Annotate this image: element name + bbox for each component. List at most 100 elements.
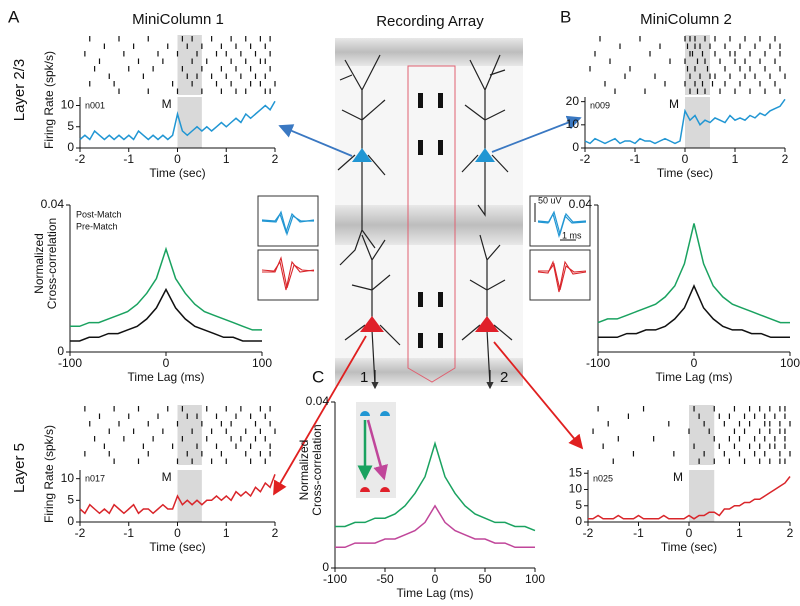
trace: [335, 440, 536, 532]
y-tick-label: 10: [566, 117, 580, 131]
x-tick-label: 100: [780, 356, 800, 370]
stimulus-shade: [685, 35, 710, 95]
y-tick-label: 20: [566, 94, 580, 108]
unit-label: n017: [85, 473, 105, 483]
panel-letter: B: [560, 7, 571, 26]
y-tick-label: 0: [572, 140, 579, 154]
x-tick-label: 1: [736, 526, 743, 540]
x-axis-label: Time Lag (ms): [128, 370, 205, 384]
trace: [598, 284, 790, 339]
panel: [84, 405, 276, 465]
trace: [79, 100, 276, 141]
x-tick-label: 2: [787, 526, 794, 540]
x-axis-label: Time Lag (ms): [656, 370, 733, 384]
y-tick-label: 10: [61, 98, 75, 112]
x-axis-label: Time (sec): [657, 166, 713, 180]
y-axis-label: Normalized: [32, 233, 46, 294]
panel: 0 0.04 -100 -50 0 50 100 Time Lag (ms) Normalize…: [297, 394, 545, 600]
panel: 0.04 -100 0 100 Time Lag (ms): [569, 197, 800, 384]
x-axis-label: Time (sec): [149, 540, 205, 554]
stimulus-shade: [177, 470, 202, 522]
x-tick-label: 0: [682, 152, 689, 166]
connectivity-inset: [356, 402, 396, 498]
recording-array: [335, 38, 523, 390]
y-tick-label: 0: [322, 560, 329, 574]
y-tick-label: 0: [57, 344, 64, 358]
x-tick-label: -100: [323, 572, 347, 586]
stimulus-shade: [177, 405, 202, 465]
y-tick-label: 5: [67, 119, 74, 133]
y-axis-label: Normalized: [297, 440, 311, 501]
x-tick-label: 0: [163, 356, 170, 370]
scale-label: 1 ms: [562, 230, 582, 240]
panel: 0 5 10 -2 -1 0 1 2 Time (sec) Firing Rate (spk/s)…: [42, 425, 278, 554]
trace: [70, 287, 262, 342]
x-axis-label: Time (sec): [661, 540, 717, 554]
x-axis-label: Time (sec): [149, 166, 205, 180]
x-tick-label: 2: [272, 526, 279, 540]
x-tick-label: 100: [252, 356, 272, 370]
y-tick-label: 0.04: [306, 394, 330, 408]
x-tick-label: 100: [525, 572, 545, 586]
unit-label: n001: [85, 100, 105, 110]
trace: [335, 504, 535, 549]
scale-label: 50 uV: [538, 195, 562, 205]
x-tick-label: -1: [630, 152, 641, 166]
event-label: M: [673, 470, 683, 484]
y-tick-label: 5: [67, 493, 74, 507]
arrows: [273, 115, 584, 496]
x-tick-label: -2: [75, 526, 86, 540]
x-tick-label: -2: [583, 526, 594, 540]
x-tick-label: -2: [580, 152, 591, 166]
trace: [79, 474, 276, 515]
layer-label: Layer 5: [11, 443, 28, 493]
stimulus-shade: [689, 470, 715, 522]
x-tick-label: 2: [272, 152, 279, 166]
panel: [589, 35, 786, 95]
x-tick-label: 2: [782, 152, 789, 166]
y-tick-label: 0.04: [569, 197, 593, 211]
y-tick-label: 15: [569, 465, 583, 479]
x-tick-label: -1: [123, 526, 134, 540]
x-tick-label: 0: [174, 152, 181, 166]
x-tick-label: -1: [123, 152, 134, 166]
y-tick-label: 5: [575, 498, 582, 512]
stimulus-shade: [685, 97, 710, 148]
x-axis-label: Time Lag (ms): [397, 586, 474, 600]
x-tick-label: 50: [478, 572, 492, 586]
event-label: M: [162, 97, 172, 111]
trace: [70, 246, 262, 331]
panel: [592, 405, 791, 465]
panel: 0 5 10 -2 -1 0 1 2 Time (sec) Firing Rate (spk/s)…: [42, 51, 278, 180]
y-axis-label: Cross-correlation: [45, 218, 59, 309]
x-tick-label: 1: [732, 152, 739, 166]
trace: [597, 223, 790, 324]
x-tick-label: -1: [633, 526, 644, 540]
y-tick-label: 0.04: [41, 197, 65, 211]
stimulus-shade: [177, 97, 202, 148]
stimulus-shade: [689, 405, 715, 465]
unit-label: n009: [590, 100, 610, 110]
layer-label: Layer 2/3: [11, 59, 28, 122]
x-tick-label: 0: [174, 526, 181, 540]
y-tick-label: 10: [61, 471, 75, 485]
panel: 0 10 20 -2 -1 0 1 2 Time (sec) n009 M: [566, 94, 789, 180]
x-tick-label: -100: [58, 356, 82, 370]
x-tick-label: -2: [75, 152, 86, 166]
panel: 0 5 10 15 -2 -1 0 1 2 Time (sec) n025 M: [569, 465, 794, 554]
x-tick-label: -100: [586, 356, 610, 370]
y-axis-label: Firing Rate (spk/s): [42, 425, 56, 523]
legend-entry: Pre-Match: [76, 221, 118, 231]
x-tick-label: 1: [223, 152, 230, 166]
event-label: M: [162, 470, 172, 484]
x-tick-label: 1: [223, 526, 230, 540]
legend-entry: Post-Match: [76, 209, 122, 219]
array-title: Recording Array: [376, 13, 484, 30]
panel-letter: A: [8, 7, 20, 26]
x-tick-label: 0: [432, 572, 439, 586]
waveform-insets: [257, 195, 591, 301]
y-tick-label: 10: [569, 482, 583, 496]
y-tick-label: 0: [575, 514, 582, 528]
